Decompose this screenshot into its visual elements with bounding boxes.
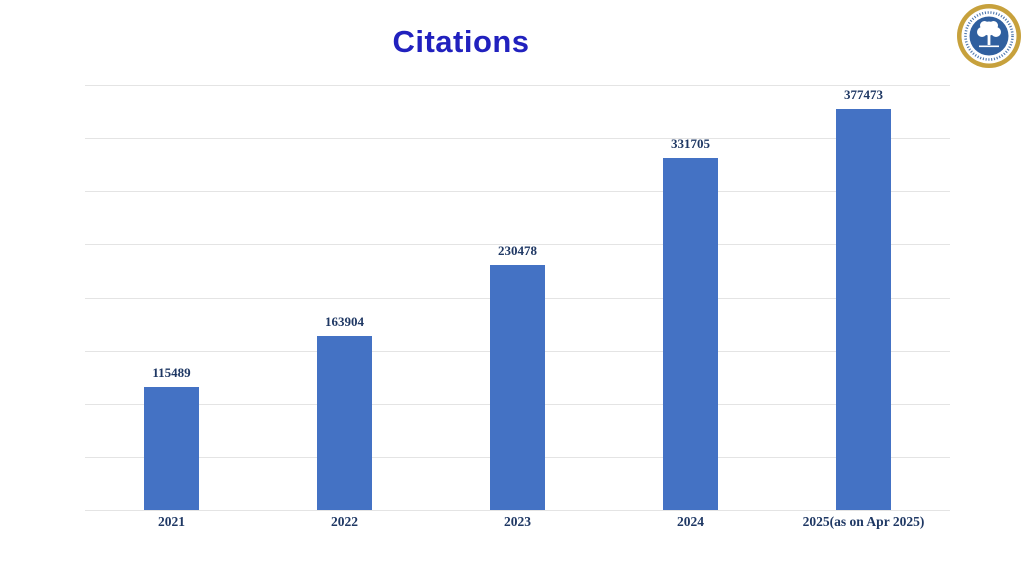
seal-microtext-ring: [964, 11, 1014, 61]
bar-value-label: 230478: [498, 243, 537, 259]
gridline: [85, 85, 950, 86]
bar-value-label: 163904: [325, 313, 364, 329]
x-axis-label: 2022: [331, 514, 358, 529]
x-axis: 2021 2022 2023 2024 2025(as on Apr 2025): [85, 514, 950, 540]
x-axis-label: 2023: [504, 514, 531, 529]
chart-title: Citations: [392, 24, 530, 59]
institution-seal-logo: [956, 3, 1022, 69]
bar-2025(as on Apr 2025): [836, 108, 891, 510]
gridline: [85, 510, 950, 511]
x-axis-label: 2025(as on Apr 2025): [802, 514, 925, 529]
bar-value-label: 331705: [671, 135, 710, 151]
gridline: [85, 191, 950, 193]
bar-2022: [317, 335, 372, 510]
bar-value-label: 377473: [844, 86, 883, 102]
bar-value-label: 115489: [152, 365, 191, 381]
bar-2024: [663, 157, 718, 510]
bar-2023: [490, 265, 545, 510]
gridline: [85, 138, 950, 140]
bar-2021: [144, 387, 199, 510]
plot-area: 115489 163904 230478 331705 377473: [85, 85, 950, 511]
x-axis-label: 2024: [677, 514, 704, 529]
seal-icon: [957, 4, 1021, 68]
gridline: [85, 244, 950, 246]
tree-icon: [977, 21, 1001, 48]
x-axis-label: 2021: [158, 514, 185, 529]
